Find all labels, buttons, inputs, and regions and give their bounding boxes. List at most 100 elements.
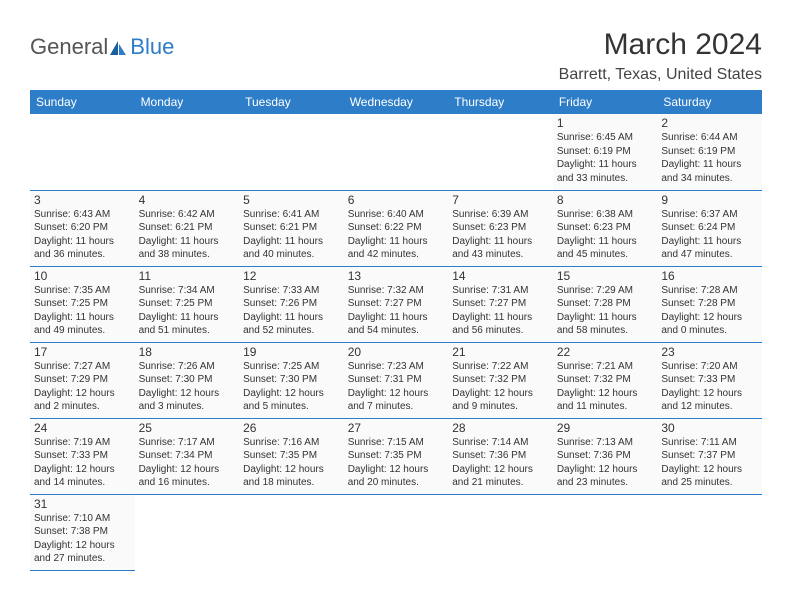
calendar-cell: 25Sunrise: 7:17 AMSunset: 7:34 PMDayligh…: [135, 418, 240, 494]
day-header: Tuesday: [239, 90, 344, 114]
calendar-cell: 13Sunrise: 7:32 AMSunset: 7:27 PMDayligh…: [344, 266, 449, 342]
calendar-cell-empty: [448, 494, 553, 570]
day-number: 25: [139, 421, 236, 435]
day-details: Sunrise: 6:42 AMSunset: 6:21 PMDaylight:…: [139, 208, 236, 262]
calendar-cell: 18Sunrise: 7:26 AMSunset: 7:30 PMDayligh…: [135, 342, 240, 418]
logo: General Blue: [30, 34, 174, 60]
calendar-cell: 1Sunrise: 6:45 AMSunset: 6:19 PMDaylight…: [553, 114, 658, 190]
calendar-cell: 27Sunrise: 7:15 AMSunset: 7:35 PMDayligh…: [344, 418, 449, 494]
day-number: 20: [348, 345, 445, 359]
calendar-cell: 26Sunrise: 7:16 AMSunset: 7:35 PMDayligh…: [239, 418, 344, 494]
day-number: 6: [348, 193, 445, 207]
day-number: 27: [348, 421, 445, 435]
day-number: 7: [452, 193, 549, 207]
calendar-cell: 2Sunrise: 6:44 AMSunset: 6:19 PMDaylight…: [657, 114, 762, 190]
calendar-body: 1Sunrise: 6:45 AMSunset: 6:19 PMDaylight…: [30, 114, 762, 570]
day-details: Sunrise: 7:21 AMSunset: 7:32 PMDaylight:…: [557, 360, 654, 414]
day-number: 24: [34, 421, 131, 435]
calendar-cell: 11Sunrise: 7:34 AMSunset: 7:25 PMDayligh…: [135, 266, 240, 342]
calendar-cell: 15Sunrise: 7:29 AMSunset: 7:28 PMDayligh…: [553, 266, 658, 342]
day-details: Sunrise: 7:27 AMSunset: 7:29 PMDaylight:…: [34, 360, 131, 414]
calendar-cell: 16Sunrise: 7:28 AMSunset: 7:28 PMDayligh…: [657, 266, 762, 342]
day-number: 8: [557, 193, 654, 207]
title-block: March 2024 Barrett, Texas, United States: [559, 28, 762, 84]
day-number: 13: [348, 269, 445, 283]
calendar-cell: 10Sunrise: 7:35 AMSunset: 7:25 PMDayligh…: [30, 266, 135, 342]
day-header: Thursday: [448, 90, 553, 114]
day-number: 31: [34, 497, 131, 511]
day-number: 1: [557, 116, 654, 130]
day-header: Sunday: [30, 90, 135, 114]
day-number: 21: [452, 345, 549, 359]
location: Barrett, Texas, United States: [559, 66, 762, 84]
calendar-cell: 20Sunrise: 7:23 AMSunset: 7:31 PMDayligh…: [344, 342, 449, 418]
day-details: Sunrise: 7:28 AMSunset: 7:28 PMDaylight:…: [661, 284, 758, 338]
day-details: Sunrise: 6:43 AMSunset: 6:20 PMDaylight:…: [34, 208, 131, 262]
day-details: Sunrise: 7:26 AMSunset: 7:30 PMDaylight:…: [139, 360, 236, 414]
day-details: Sunrise: 7:29 AMSunset: 7:28 PMDaylight:…: [557, 284, 654, 338]
day-number: 19: [243, 345, 340, 359]
day-details: Sunrise: 7:33 AMSunset: 7:26 PMDaylight:…: [243, 284, 340, 338]
calendar-row: 24Sunrise: 7:19 AMSunset: 7:33 PMDayligh…: [30, 418, 762, 494]
day-details: Sunrise: 7:35 AMSunset: 7:25 PMDaylight:…: [34, 284, 131, 338]
day-details: Sunrise: 7:20 AMSunset: 7:33 PMDaylight:…: [661, 360, 758, 414]
calendar-cell: 19Sunrise: 7:25 AMSunset: 7:30 PMDayligh…: [239, 342, 344, 418]
day-details: Sunrise: 7:23 AMSunset: 7:31 PMDaylight:…: [348, 360, 445, 414]
calendar-cell: 17Sunrise: 7:27 AMSunset: 7:29 PMDayligh…: [30, 342, 135, 418]
header: General Blue March 2024 Barrett, Texas, …: [30, 28, 762, 84]
day-details: Sunrise: 6:40 AMSunset: 6:22 PMDaylight:…: [348, 208, 445, 262]
calendar-cell: 21Sunrise: 7:22 AMSunset: 7:32 PMDayligh…: [448, 342, 553, 418]
calendar-row: 31Sunrise: 7:10 AMSunset: 7:38 PMDayligh…: [30, 494, 762, 570]
calendar-cell-empty: [135, 114, 240, 190]
calendar-cell-empty: [657, 494, 762, 570]
day-number: 23: [661, 345, 758, 359]
day-number: 5: [243, 193, 340, 207]
day-details: Sunrise: 7:22 AMSunset: 7:32 PMDaylight:…: [452, 360, 549, 414]
day-details: Sunrise: 6:44 AMSunset: 6:19 PMDaylight:…: [661, 131, 758, 185]
day-details: Sunrise: 7:19 AMSunset: 7:33 PMDaylight:…: [34, 436, 131, 490]
day-details: Sunrise: 7:17 AMSunset: 7:34 PMDaylight:…: [139, 436, 236, 490]
day-number: 12: [243, 269, 340, 283]
calendar-cell-empty: [239, 114, 344, 190]
calendar-cell-empty: [344, 114, 449, 190]
day-number: 14: [452, 269, 549, 283]
calendar-cell: 28Sunrise: 7:14 AMSunset: 7:36 PMDayligh…: [448, 418, 553, 494]
calendar-row: 10Sunrise: 7:35 AMSunset: 7:25 PMDayligh…: [30, 266, 762, 342]
day-details: Sunrise: 7:11 AMSunset: 7:37 PMDaylight:…: [661, 436, 758, 490]
day-details: Sunrise: 6:41 AMSunset: 6:21 PMDaylight:…: [243, 208, 340, 262]
day-number: 30: [661, 421, 758, 435]
day-header: Monday: [135, 90, 240, 114]
calendar-cell: 29Sunrise: 7:13 AMSunset: 7:36 PMDayligh…: [553, 418, 658, 494]
day-number: 28: [452, 421, 549, 435]
sail-icon: [108, 39, 128, 57]
day-details: Sunrise: 7:25 AMSunset: 7:30 PMDaylight:…: [243, 360, 340, 414]
day-details: Sunrise: 6:38 AMSunset: 6:23 PMDaylight:…: [557, 208, 654, 262]
calendar-cell-empty: [344, 494, 449, 570]
calendar-cell-empty: [135, 494, 240, 570]
day-header: Wednesday: [344, 90, 449, 114]
calendar-cell: 4Sunrise: 6:42 AMSunset: 6:21 PMDaylight…: [135, 190, 240, 266]
day-header-row: SundayMondayTuesdayWednesdayThursdayFrid…: [30, 90, 762, 114]
calendar-cell: 31Sunrise: 7:10 AMSunset: 7:38 PMDayligh…: [30, 494, 135, 570]
calendar-cell-empty: [30, 114, 135, 190]
day-number: 9: [661, 193, 758, 207]
day-number: 29: [557, 421, 654, 435]
day-number: 26: [243, 421, 340, 435]
day-details: Sunrise: 6:39 AMSunset: 6:23 PMDaylight:…: [452, 208, 549, 262]
day-details: Sunrise: 6:45 AMSunset: 6:19 PMDaylight:…: [557, 131, 654, 185]
day-details: Sunrise: 7:34 AMSunset: 7:25 PMDaylight:…: [139, 284, 236, 338]
day-number: 17: [34, 345, 131, 359]
day-number: 15: [557, 269, 654, 283]
calendar-cell: 22Sunrise: 7:21 AMSunset: 7:32 PMDayligh…: [553, 342, 658, 418]
calendar-table: SundayMondayTuesdayWednesdayThursdayFrid…: [30, 90, 762, 571]
calendar-cell: 9Sunrise: 6:37 AMSunset: 6:24 PMDaylight…: [657, 190, 762, 266]
day-details: Sunrise: 7:15 AMSunset: 7:35 PMDaylight:…: [348, 436, 445, 490]
day-details: Sunrise: 7:13 AMSunset: 7:36 PMDaylight:…: [557, 436, 654, 490]
day-number: 4: [139, 193, 236, 207]
day-number: 22: [557, 345, 654, 359]
calendar-row: 3Sunrise: 6:43 AMSunset: 6:20 PMDaylight…: [30, 190, 762, 266]
logo-text-1: General: [30, 34, 108, 60]
day-number: 3: [34, 193, 131, 207]
calendar-cell: 30Sunrise: 7:11 AMSunset: 7:37 PMDayligh…: [657, 418, 762, 494]
day-number: 10: [34, 269, 131, 283]
